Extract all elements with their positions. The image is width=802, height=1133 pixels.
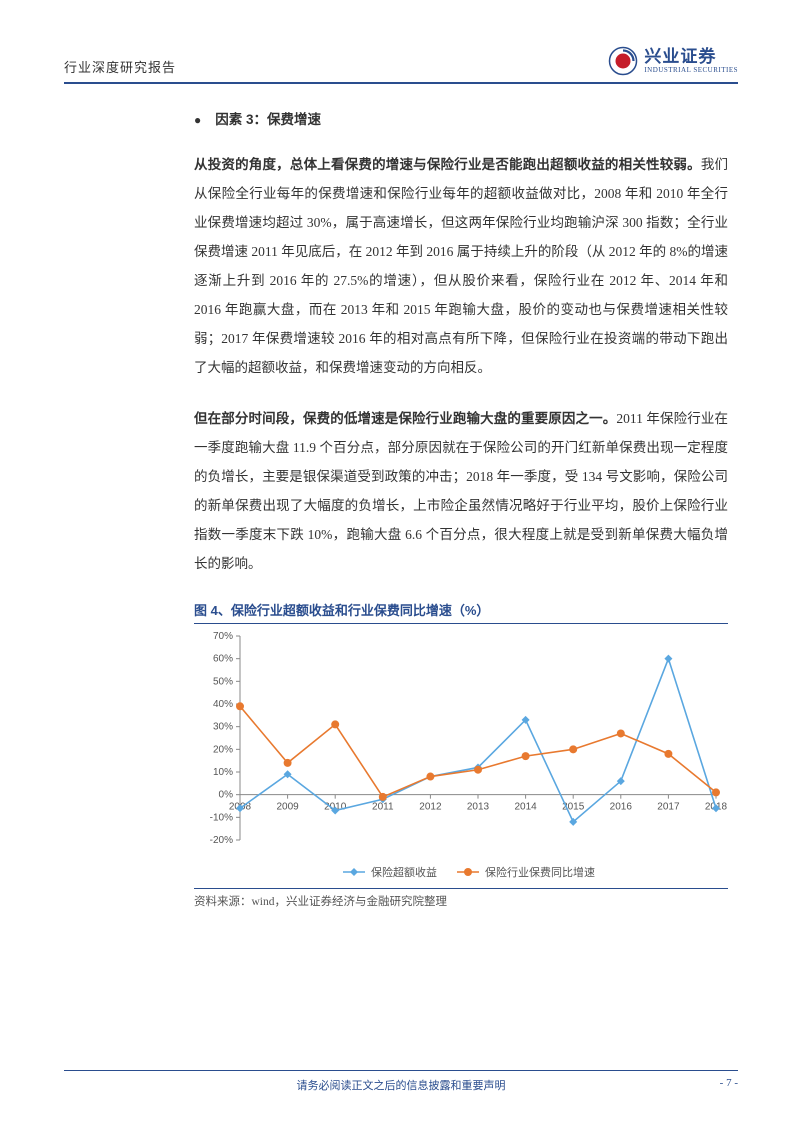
svg-text:70%: 70% xyxy=(213,631,233,642)
paragraph-2: 但在部分时间段，保费的低增速是保险行业跑输大盘的重要原因之一。2011 年保险行… xyxy=(194,404,728,578)
svg-text:2012: 2012 xyxy=(419,802,442,813)
chart-svg: -20%-10%0%10%20%30%40%50%60%70%200820092… xyxy=(194,626,728,886)
svg-text:2017: 2017 xyxy=(657,802,680,813)
svg-text:2016: 2016 xyxy=(610,802,633,813)
brand-block: 兴业证券 INDUSTRIAL SECURITIES xyxy=(608,46,738,76)
footer-disclaimer: 请务必阅读正文之后的信息披露和重要声明 xyxy=(64,1077,738,1093)
svg-text:60%: 60% xyxy=(213,654,233,665)
svg-text:-10%: -10% xyxy=(210,813,233,824)
svg-text:50%: 50% xyxy=(213,677,233,688)
section-bullet: ● 因素 3：保费增速 xyxy=(194,108,728,128)
paragraph-1: 从投资的角度，总体上看保费的增速与保险行业是否能跑出超额收益的相关性较弱。我们从… xyxy=(194,150,728,382)
figure-title: 图 4、保险行业超额收益和行业保费同比增速（%） xyxy=(194,600,728,624)
svg-text:30%: 30% xyxy=(213,722,233,733)
brand-name-cn: 兴业证券 xyxy=(644,48,738,65)
brand-name-en: INDUSTRIAL SECURITIES xyxy=(644,67,738,74)
para1-body: 我们从保险全行业每年的保费增速和保险行业每年的超额收益做对比，2008 年和 2… xyxy=(194,157,728,375)
brand-logo-icon xyxy=(608,46,638,76)
svg-text:2013: 2013 xyxy=(467,802,490,813)
svg-text:20%: 20% xyxy=(213,745,233,756)
para1-lead: 从投资的角度，总体上看保费的增速与保险行业是否能跑出超额收益的相关性较弱。 xyxy=(194,157,701,172)
svg-text:保险行业保费同比增速: 保险行业保费同比增速 xyxy=(485,865,595,879)
footer-page-number: - 7 - xyxy=(720,1077,738,1089)
figure-source: 资料来源：wind，兴业证券经济与金融研究院整理 xyxy=(194,888,728,909)
page-header: 行业深度研究报告 兴业证券 INDUSTRIAL SECURITIES xyxy=(64,46,738,84)
doc-type: 行业深度研究报告 xyxy=(64,57,176,76)
page-footer: 请务必阅读正文之后的信息披露和重要声明 - 7 - xyxy=(64,1070,738,1093)
svg-text:2014: 2014 xyxy=(514,802,537,813)
main-content: ● 因素 3：保费增速 从投资的角度，总体上看保费的增速与保险行业是否能跑出超额… xyxy=(194,108,728,909)
line-chart: -20%-10%0%10%20%30%40%50%60%70%200820092… xyxy=(194,626,728,886)
svg-text:-20%: -20% xyxy=(210,835,233,846)
svg-text:10%: 10% xyxy=(213,767,233,778)
svg-text:2009: 2009 xyxy=(276,802,299,813)
para2-body: 2011 年保险行业在一季度跑输大盘 11.9 个百分点，部分原因就在于保险公司… xyxy=(194,411,728,571)
bullet-icon: ● xyxy=(194,114,201,126)
section-title: 因素 3：保费增速 xyxy=(215,108,321,128)
svg-text:0%: 0% xyxy=(219,790,234,801)
svg-text:2011: 2011 xyxy=(372,802,394,813)
svg-text:40%: 40% xyxy=(213,699,233,710)
para2-lead: 但在部分时间段，保费的低增速是保险行业跑输大盘的重要原因之一。 xyxy=(194,411,616,426)
svg-text:保险超额收益: 保险超额收益 xyxy=(371,865,437,879)
